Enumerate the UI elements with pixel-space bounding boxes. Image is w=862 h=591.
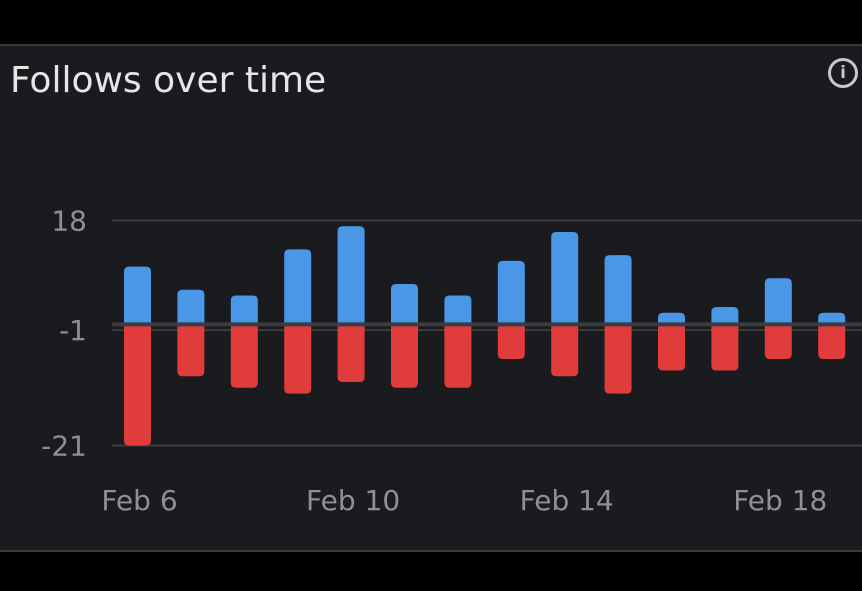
loss-bar-feb-6[interactable] <box>124 324 151 446</box>
gain-bar-feb-8[interactable] <box>230 295 258 325</box>
x-axis-labels: Feb 6 Feb 10 Feb 14 Feb 18 <box>101 484 827 517</box>
y-axis-labels: 18 -1 -21 <box>41 205 87 463</box>
gain-bar-feb-15[interactable] <box>604 255 632 325</box>
y-tick-label-2: -21 <box>41 430 87 463</box>
loss-bar-feb-13[interactable] <box>497 324 525 359</box>
gain-bar-feb-18[interactable] <box>764 278 792 325</box>
gain-bar-feb-19[interactable] <box>818 312 846 325</box>
grid-lines <box>112 219 862 447</box>
gain-bar-feb-7[interactable] <box>177 289 205 325</box>
loss-bar-feb-11[interactable] <box>391 324 418 388</box>
gain-bar-feb-6[interactable] <box>124 266 151 325</box>
y-tick-label-1: -1 <box>59 314 87 347</box>
loss-bar-feb-10[interactable] <box>337 324 365 383</box>
gain-bar-feb-12[interactable] <box>444 295 472 325</box>
gain-bar-feb-11[interactable] <box>391 283 418 325</box>
gain-bar-feb-9[interactable] <box>284 249 312 325</box>
bars <box>124 226 846 446</box>
loss-bar-feb-19[interactable] <box>818 324 846 359</box>
loss-bar-feb-8[interactable] <box>230 324 258 388</box>
gain-bar-feb-10[interactable] <box>337 226 365 325</box>
y-tick-label-0: 18 <box>51 205 87 238</box>
info-icon[interactable]: i <box>828 58 858 88</box>
loss-bar-feb-17[interactable] <box>711 324 739 371</box>
x-tick-label-2: Feb 14 <box>520 484 614 517</box>
loss-bar-feb-14[interactable] <box>551 324 579 377</box>
loss-bar-feb-7[interactable] <box>177 324 205 377</box>
loss-bar-feb-16[interactable] <box>658 324 685 371</box>
chart-title: Follows over time <box>10 60 327 101</box>
gain-bar-feb-17[interactable] <box>711 307 739 325</box>
loss-bar-feb-18[interactable] <box>764 324 792 359</box>
gain-bar-feb-16[interactable] <box>658 312 685 325</box>
x-tick-label-1: Feb 10 <box>306 484 400 517</box>
gain-bar-feb-14[interactable] <box>551 232 579 325</box>
gain-bar-feb-13[interactable] <box>497 260 525 325</box>
loss-bar-feb-15[interactable] <box>604 324 632 394</box>
loss-bar-feb-12[interactable] <box>444 324 472 388</box>
loss-bar-feb-9[interactable] <box>284 324 312 394</box>
x-tick-label-3: Feb 18 <box>733 484 827 517</box>
x-tick-label-0: Feb 6 <box>101 484 177 517</box>
